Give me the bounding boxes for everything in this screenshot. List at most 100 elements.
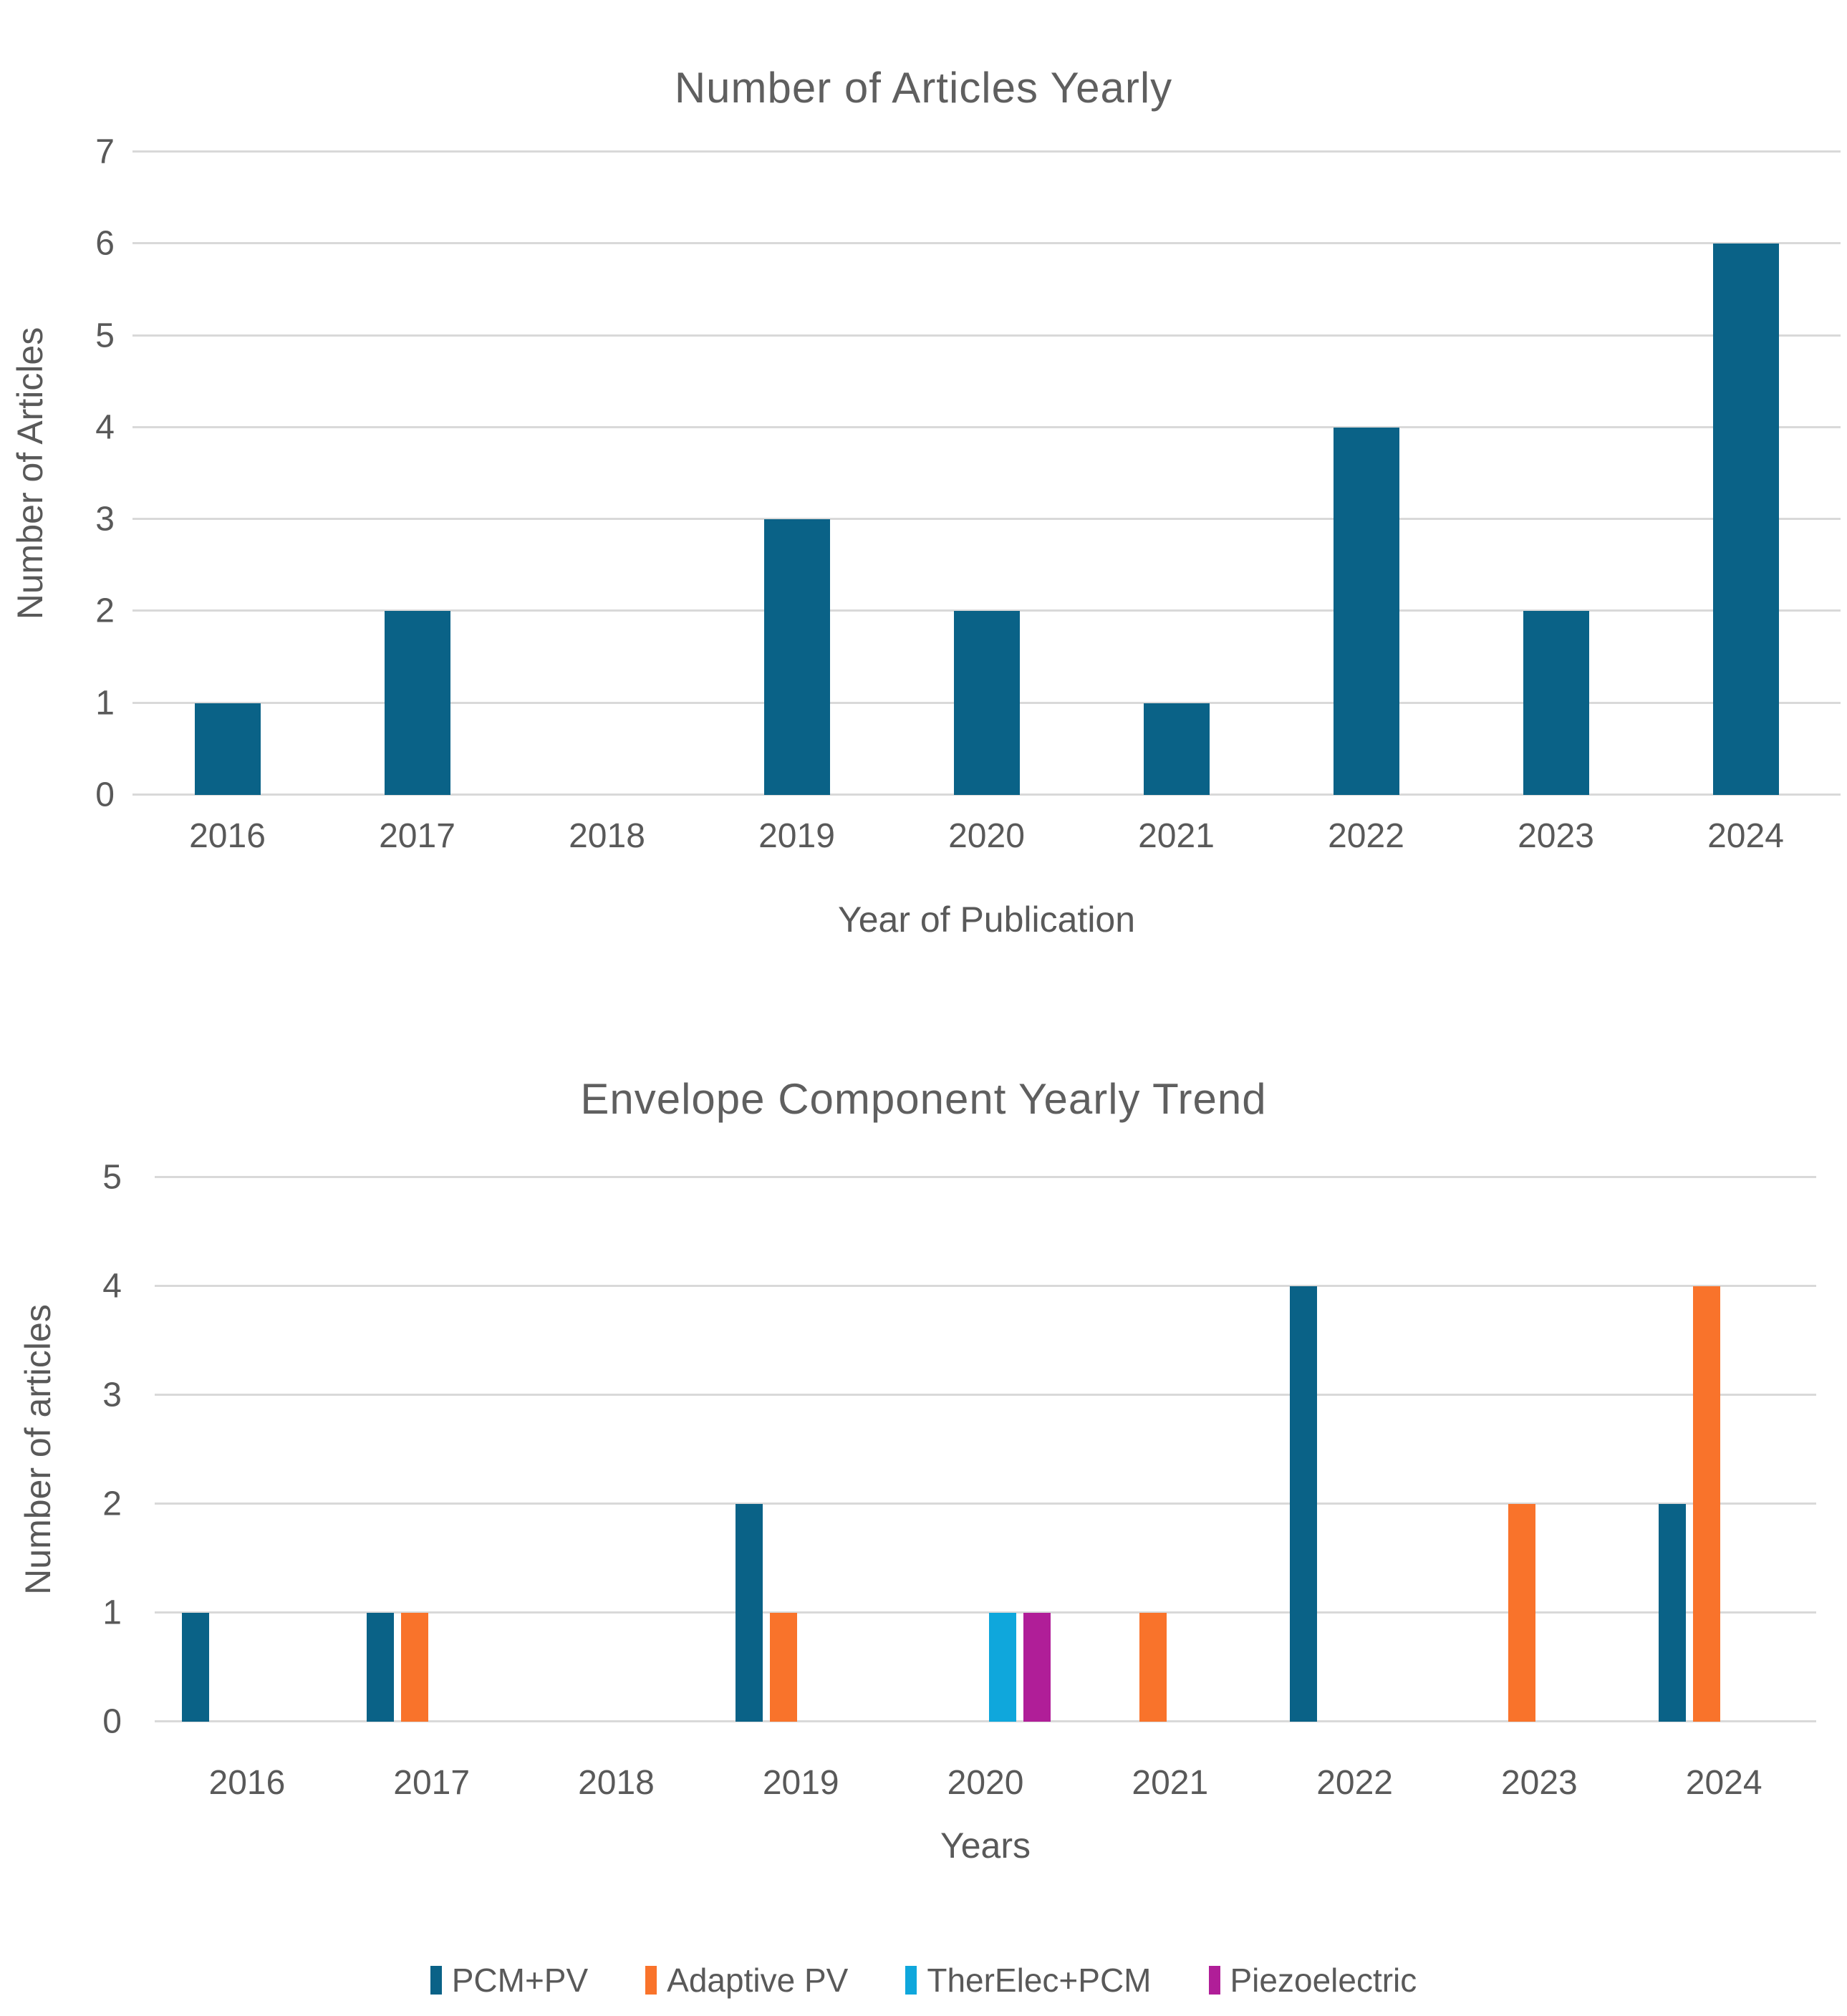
chart2-slot-pcm-pv-2020	[920, 1177, 947, 1722]
chart2-x-tick-label-2023: 2023	[1500, 1764, 1578, 1802]
chart2-slot-pcm-pv-2021	[1105, 1177, 1132, 1722]
chart1-x-tick-label-2017: 2017	[379, 817, 455, 855]
chart2-slot-adaptive-pv-2021	[1139, 1177, 1167, 1722]
chart1-category-2019	[702, 152, 892, 795]
chart1-x-tick-label-2022: 2022	[1328, 817, 1404, 855]
chart1-gridline-3	[132, 518, 1841, 521]
chart2-slot-adaptive-pv-2017	[400, 1177, 428, 1722]
chart1-category-2023	[1461, 152, 1651, 795]
chart1-x-tick-label-2024: 2024	[1707, 817, 1784, 855]
chart2-bars	[155, 1177, 1816, 1722]
chart2-slot-adaptive-pv-2020	[955, 1177, 982, 1722]
legend-swatch-adaptive-pv	[645, 1966, 657, 1995]
bar-2021	[1143, 703, 1210, 795]
chart2-x-tick-label-2020: 2020	[947, 1764, 1024, 1802]
chart1-category-2022	[1271, 152, 1461, 795]
chart1-x-tick-label-2023: 2023	[1518, 817, 1594, 855]
chart2-category-2020	[893, 1177, 1078, 1722]
chart2-slot-piezoelectric-2018	[654, 1177, 681, 1722]
legend-item-pcm-pv: PCM+PV	[430, 1961, 588, 2000]
chart2-x-axis-title: Years	[940, 1826, 1031, 1866]
chart2-slot-piezoelectric-2016	[285, 1177, 312, 1722]
chart2-slot-piezoelectric-2021	[1208, 1177, 1235, 1722]
chart2-gridline-0	[155, 1720, 1816, 1722]
bar-adaptive-pv-2024	[1693, 1286, 1721, 1722]
legend-label-adaptive-pv: Adaptive PV	[667, 1962, 849, 1999]
chart2-x-tick-label-2019: 2019	[762, 1764, 839, 1802]
chart1-x-axis-ticks: 2016 2017 2018 2019 2020 2021 2022 2023 2024	[132, 816, 1841, 856]
chart1-gridline-4	[132, 425, 1841, 428]
chart1-y-tick-label-4: 4	[95, 408, 115, 447]
chart2-slot-therelec-pcm-2023	[1543, 1177, 1570, 1722]
chart2-category-2022	[1263, 1177, 1447, 1722]
chart1-category-2018	[512, 152, 702, 795]
chart1-plot-area	[132, 150, 1841, 796]
chart2-slot-pcm-pv-2018	[551, 1177, 578, 1722]
legend-label-pcm-pv: PCM+PV	[451, 1962, 589, 1999]
chart1-y-axis-ticks: 0 1 2 3 4 5 6 7	[61, 133, 115, 814]
chart2-category-2021	[1078, 1177, 1263, 1722]
chart2-y-tick-label-4: 4	[102, 1267, 122, 1306]
bar-2024	[1712, 243, 1779, 795]
chart2-category-2017	[339, 1177, 524, 1722]
chart1-category-2017	[322, 152, 512, 795]
bar-adaptive-pv-2023	[1508, 1504, 1536, 1722]
chart1-title: Number of Articles Yearly	[674, 63, 1173, 112]
chart1-y-tick-label-2: 2	[95, 592, 115, 630]
chart2-slot-pcm-pv-2023	[1474, 1177, 1501, 1722]
bar-2017	[384, 611, 450, 795]
chart1-x-tick-label-2020: 2020	[948, 817, 1025, 855]
chart1-x-tick-label-2019: 2019	[758, 817, 835, 855]
chart2-slot-therelec-pcm-2022	[1359, 1177, 1386, 1722]
chart2-slot-therelec-pcm-2018	[619, 1177, 647, 1722]
chart2-slot-therelec-pcm-2024	[1727, 1177, 1755, 1722]
chart2-x-tick-label-2016: 2016	[208, 1764, 286, 1802]
legend-swatch-pcm-pv	[430, 1966, 442, 1995]
chart1-y-tick-label-6: 6	[95, 224, 115, 263]
legend-swatch-therelec-pcm	[905, 1966, 917, 1995]
chart1-x-tick-label-2016: 2016	[189, 817, 266, 855]
chart2-category-2019	[708, 1177, 893, 1722]
chart2-x-axis-ticks: 2016 2017 2018 2019 2020 2021 2022 2023 2024	[155, 1763, 1816, 1803]
chart2-y-axis-title: Number of articles	[7, 1177, 68, 1722]
bar-2023	[1523, 611, 1589, 795]
chart2-slot-pcm-pv-2024	[1659, 1177, 1687, 1722]
chart2-legend: PCM+PV Adaptive PV TherElec+PCM Piezoelectr…	[0, 1961, 1847, 2000]
bar-2016	[194, 703, 261, 795]
chart2-y-tick-label-2: 2	[102, 1485, 122, 1523]
chart2-category-2023	[1447, 1177, 1631, 1722]
chart2-gridline-2	[155, 1503, 1816, 1505]
bar-piezoelectric-2020	[1023, 1613, 1051, 1722]
chart2-slot-pcm-pv-2022	[1289, 1177, 1317, 1722]
chart2-slot-therelec-pcm-2016	[251, 1177, 278, 1722]
chart1-y-tick-label-1: 1	[95, 684, 115, 723]
chart1-x-axis-title: Year of Publication	[837, 900, 1136, 940]
bar-2019	[763, 519, 830, 795]
chart1-gridline-7	[132, 150, 1841, 153]
chart2-slot-adaptive-pv-2022	[1324, 1177, 1351, 1722]
chart2-y-tick-label-3: 3	[102, 1376, 122, 1414]
chart2-category-2016	[155, 1177, 339, 1722]
chart2-x-tick-label-2018: 2018	[578, 1764, 655, 1802]
chart1-gridline-5	[132, 334, 1841, 337]
chart2-gridline-5	[155, 1176, 1816, 1178]
bar-pcm-pv-2016	[181, 1613, 209, 1722]
chart1-y-tick-label-0: 0	[95, 776, 115, 814]
chart2-y-axis-ticks: 0 1 2 3 4 5	[68, 1159, 122, 1741]
chart2-slot-pcm-pv-2019	[736, 1177, 763, 1722]
chart1-y-tick-label-3: 3	[95, 500, 115, 539]
chart2-title: Envelope Component Yearly Trend	[580, 1074, 1267, 1123]
chart1-category-2024	[1651, 152, 1841, 795]
chart2-gridline-1	[155, 1611, 1816, 1614]
chart2-y-tick-label-5: 5	[102, 1158, 122, 1197]
chart2-slot-pcm-pv-2017	[366, 1177, 394, 1722]
chart2-gridline-3	[155, 1394, 1816, 1396]
chart2-slot-adaptive-pv-2023	[1508, 1177, 1536, 1722]
chart2-slot-adaptive-pv-2019	[770, 1177, 798, 1722]
chart2-y-tick-label-0: 0	[102, 1702, 122, 1741]
legend-label-piezoelectric: Piezoelectric	[1230, 1962, 1417, 1999]
chart1-gridline-2	[132, 609, 1841, 612]
chart2-y-tick-label-1: 1	[102, 1593, 122, 1632]
chart1-x-tick-label-2018: 2018	[569, 817, 645, 855]
